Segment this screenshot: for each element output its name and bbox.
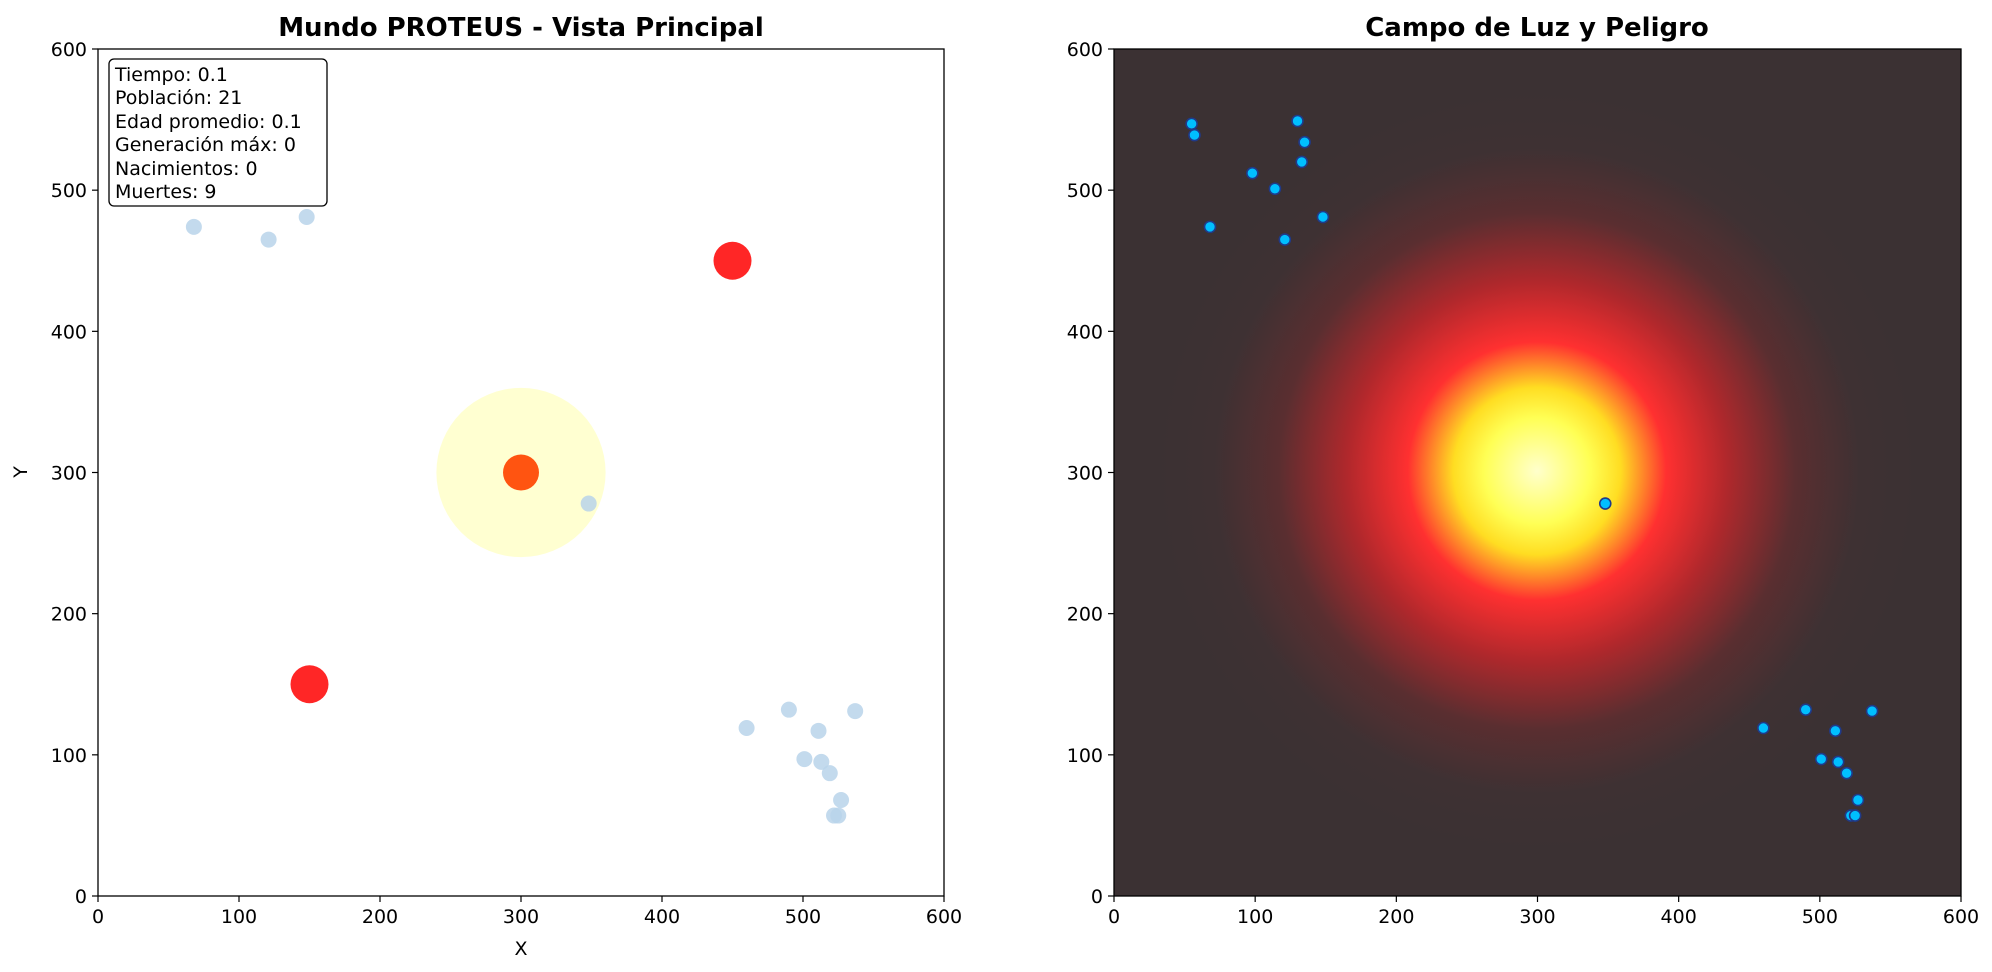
light-field-y-tick-label: 100 [1067, 745, 1103, 767]
light-field-x-tick-label: 100 [1237, 906, 1273, 928]
light-field-marks [1185, 114, 1879, 822]
main-view-x-tick-label: 400 [644, 906, 680, 928]
main-view-y-tick-label: 600 [51, 39, 87, 61]
stat-time: Tiempo: 0.1 [114, 64, 228, 86]
light-field-y-tick-label: 300 [1067, 463, 1103, 485]
main-view-x-tick-label: 200 [362, 906, 398, 928]
organism-point [847, 703, 864, 720]
organism-point [738, 720, 755, 737]
stats-box: Tiempo: 0.1 Población: 21 Edad promedio:… [108, 58, 328, 207]
light-field-y-ticks: 0 100 200 300 400 500 600 [1067, 39, 1114, 908]
hazard-point [713, 241, 752, 280]
organism-point [1291, 114, 1304, 128]
organism-point [1185, 117, 1198, 131]
organism-point [1246, 166, 1259, 180]
organism-point [1831, 755, 1845, 769]
stat-average-age: Edad promedio: 0.1 [115, 111, 302, 133]
main-view-y-tick-label: 300 [51, 463, 87, 485]
light-field-x-tick-label: 500 [1802, 906, 1838, 928]
organism-point [1814, 752, 1828, 766]
organism-point [1840, 766, 1853, 780]
main-view-y-tick-label: 400 [51, 321, 87, 343]
stat-max-generation: Generación máx: 0 [115, 134, 296, 156]
main-view-x-label: X [514, 938, 527, 960]
organism-point [1295, 155, 1309, 169]
light-field-y-tick-label: 500 [1067, 180, 1103, 202]
organism-point [813, 753, 830, 770]
main-view-y-label: Y [10, 466, 32, 479]
light-field-panel: Campo de Luz y Peligro 0 100 200 300 400 500 6… [1067, 13, 1979, 928]
organism-point [1278, 233, 1292, 246]
main-view-y-tick-label: 200 [51, 604, 87, 626]
light-source-core [503, 454, 539, 491]
organism-point [1203, 220, 1217, 234]
light-field-y-tick-label: 0 [1091, 886, 1103, 908]
light-field-x-tick-label: 600 [1943, 906, 1979, 928]
light-field-x-tick-label: 200 [1378, 906, 1414, 928]
main-view-x-tick-label: 600 [926, 906, 962, 928]
light-field-title: Campo de Luz y Peligro [1365, 13, 1709, 43]
organism-point [1799, 703, 1813, 716]
hazard-point [290, 665, 329, 704]
organism-point [1188, 128, 1201, 142]
light-field-heatmap [1114, 49, 1961, 896]
light-field-x-tick-label: 300 [1519, 906, 1555, 928]
organism-point [1298, 135, 1311, 149]
main-view-x-ticks: 0 100 200 300 400 500 600 [92, 896, 962, 928]
light-field-y-tick-label: 600 [1067, 39, 1103, 61]
organism-point [298, 208, 315, 225]
stats-box-frame [108, 58, 328, 207]
main-view-x-tick-label: 0 [92, 906, 104, 928]
main-view-y-tick-label: 500 [51, 180, 87, 202]
stat-births: Nacimientos: 0 [115, 158, 258, 180]
main-view-title: Mundo PROTEUS - Vista Principal [278, 13, 764, 43]
organism-point [185, 218, 202, 235]
organism-point [1268, 182, 1282, 196]
organism-point [780, 701, 797, 718]
organism-point [796, 751, 813, 768]
organism-point [1757, 721, 1770, 735]
main-view-y-ticks: 0 100 200 300 400 500 600 [51, 39, 98, 908]
stat-deaths: Muertes: 9 [115, 181, 217, 203]
organism-point [833, 792, 850, 809]
main-view-y-tick-label: 0 [75, 886, 87, 908]
organism-point [1316, 210, 1330, 224]
organism-point [580, 495, 597, 512]
main-view-panel: Mundo PROTEUS - Vista Principal 0 100 200 3… [10, 13, 962, 960]
light-field-x-tick-label: 400 [1661, 906, 1697, 928]
organism-point [821, 765, 838, 782]
main-view-y-tick-label: 100 [51, 745, 87, 767]
light-field-x-tick-label: 0 [1108, 906, 1120, 928]
organism-point [1598, 497, 1612, 510]
organism-point [810, 722, 827, 739]
main-view-x-tick-label: 300 [503, 906, 539, 928]
organism-point [1851, 793, 1865, 807]
main-view-x-tick-label: 100 [221, 906, 257, 928]
organism-point [1829, 724, 1842, 738]
light-field-x-ticks: 0 100 200 300 400 500 600 [1108, 896, 1979, 928]
organism-point [830, 807, 847, 824]
main-view-x-tick-label: 500 [785, 906, 821, 928]
light-field-y-tick-label: 400 [1067, 321, 1103, 343]
organism-point [1848, 809, 1862, 822]
organism-point [1865, 704, 1879, 718]
light-field-y-tick-label: 200 [1067, 604, 1103, 626]
stat-population: Población: 21 [115, 87, 242, 109]
organism-point [260, 231, 277, 248]
